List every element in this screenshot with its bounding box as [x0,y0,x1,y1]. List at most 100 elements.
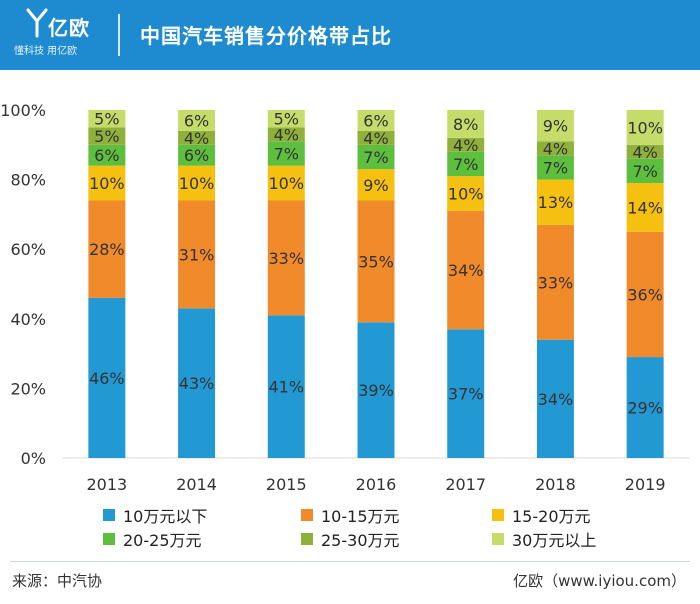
bar-segment [357,110,395,131]
bar-segment [88,200,126,298]
bar-segment [357,144,395,170]
page-title: 中国汽车销售分价格带占比 [140,24,392,48]
x-tick-label: 2013 [86,475,127,494]
bar-segment [536,179,574,225]
legend-item-10-15: 10-15万元 [301,504,400,526]
y-tick-label: 100% [0,101,46,120]
legend-swatch [301,509,313,521]
data-label: 28% [89,240,125,259]
bar-segment [178,200,216,309]
data-label: 10% [269,174,305,193]
legend-item-25-30: 25-30万元 [301,528,400,550]
footer-divider [10,561,690,562]
data-label: 29% [627,399,663,418]
brand-slogan: 懂科技 用亿欧 [14,46,78,57]
bar-segment [626,183,664,232]
x-tick-label: 2016 [356,475,397,494]
data-label: 4% [632,143,657,162]
bar-segment [267,165,305,201]
data-label: 37% [448,385,484,404]
data-label: 4% [543,139,568,158]
legend-label: 20-25万元 [123,531,202,550]
data-label: 31% [179,245,215,264]
data-label: 34% [538,390,574,409]
bar-segment [536,339,574,458]
data-label: 5% [94,110,119,129]
bar-segment [357,130,395,145]
bar-segment [267,200,305,316]
data-label: 34% [448,261,484,280]
data-label: 7% [274,145,299,164]
data-label: 4% [184,129,209,148]
bar-segment [178,110,216,131]
brand-logo-icon [26,8,48,38]
data-label: 10% [627,118,663,137]
bar-segment [626,144,664,159]
bar-segment [267,110,305,128]
bar-segment [536,141,574,156]
bar-segment [357,322,395,458]
bar-segment [626,158,664,184]
data-label: 7% [363,148,388,167]
data-label: 10% [448,185,484,204]
bar-segment [447,110,485,138]
bar-segment [626,110,664,145]
brand-name: 亿欧 [48,16,90,40]
brand-logo[interactable]: 亿欧 懂科技 用亿欧 [14,8,104,62]
site-credit[interactable]: 亿欧（www.iyiou.com） [513,572,686,590]
data-label: 14% [627,198,663,217]
bar-segment [536,155,574,180]
data-label: 10% [179,174,215,193]
data-label: 6% [363,111,388,130]
data-label: 6% [94,146,119,165]
legend-item-15-20: 15-20万元 [492,504,591,526]
bar-segment [88,165,126,201]
data-label: 10% [89,174,125,193]
chart-legend: 10万元以下 10-15万元 15-20万元 20-25万元 25-30万元 3… [0,504,700,554]
data-label: 7% [453,155,478,174]
bar-segment [447,176,485,211]
x-tick-label: 2014 [176,475,217,494]
data-label: 35% [358,252,394,271]
data-label: 46% [89,369,125,388]
y-tick-label: 80% [10,171,46,190]
bar-segment [447,151,485,177]
y-tick-label: 0% [21,449,46,468]
y-tick-label: 20% [10,379,46,398]
bar-segment [267,315,305,458]
data-label: 33% [538,273,574,292]
bar-segment [178,308,216,458]
data-label: 13% [538,193,574,212]
data-label: 4% [453,136,478,155]
bar-segment [88,144,126,166]
data-label: 39% [358,381,394,400]
data-label: 9% [363,176,388,195]
x-tick-label: 2017 [445,475,486,494]
data-label: 41% [269,378,305,397]
bar-segment [88,127,126,145]
legend-swatch [103,533,115,545]
data-label: 36% [627,285,663,304]
legend-label: 10万元以下 [123,507,208,526]
y-tick-label: 60% [10,240,46,259]
bar-segment [447,137,485,152]
bar-segment [88,110,126,128]
data-label: 6% [184,146,209,165]
data-label: 7% [632,162,657,181]
bar-segment [536,224,574,340]
x-tick-label: 2019 [625,475,666,494]
data-label: 5% [274,110,299,129]
bar-segment [626,357,664,458]
legend-label: 25-30万元 [321,531,400,550]
data-label: 6% [184,111,209,130]
header-banner: 亿欧 懂科技 用亿欧 中国汽车销售分价格带占比 [0,0,700,70]
data-label: 9% [543,117,568,136]
bar-segment [267,127,305,142]
legend-swatch [492,509,504,521]
bar-segment [357,200,395,323]
bar-segment [447,329,485,458]
data-label: 5% [94,127,119,146]
legend-label: 10-15万元 [321,507,400,526]
y-tick-label: 40% [10,310,46,329]
data-label: 8% [453,115,478,134]
